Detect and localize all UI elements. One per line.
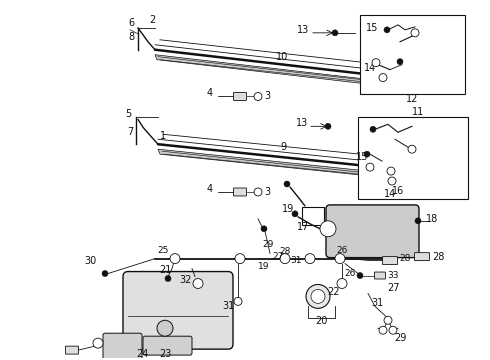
- Circle shape: [379, 73, 387, 82]
- Text: 23: 23: [159, 349, 171, 359]
- Circle shape: [254, 93, 262, 100]
- Circle shape: [384, 316, 392, 324]
- Circle shape: [357, 273, 363, 279]
- Circle shape: [389, 326, 397, 334]
- Text: 32: 32: [179, 275, 191, 285]
- Circle shape: [305, 254, 315, 264]
- Text: 31: 31: [371, 298, 383, 309]
- Circle shape: [93, 338, 103, 348]
- Text: 9: 9: [280, 142, 286, 152]
- Text: 17: 17: [297, 222, 309, 232]
- Circle shape: [387, 167, 395, 175]
- FancyBboxPatch shape: [415, 253, 430, 261]
- Circle shape: [306, 284, 330, 309]
- FancyBboxPatch shape: [374, 272, 386, 279]
- Circle shape: [397, 59, 403, 65]
- Text: 2: 2: [149, 15, 155, 25]
- Circle shape: [415, 218, 421, 224]
- Circle shape: [408, 145, 416, 153]
- Text: 33: 33: [387, 271, 399, 280]
- Text: 1: 1: [160, 131, 166, 141]
- Circle shape: [102, 271, 108, 276]
- Circle shape: [337, 279, 347, 288]
- Circle shape: [254, 188, 262, 196]
- Text: 7: 7: [127, 127, 133, 137]
- Circle shape: [325, 123, 331, 129]
- Text: 24: 24: [136, 349, 148, 359]
- Circle shape: [292, 211, 298, 217]
- Text: 3: 3: [264, 91, 270, 102]
- Text: 10: 10: [276, 52, 288, 62]
- Polygon shape: [155, 55, 372, 85]
- Circle shape: [364, 151, 370, 157]
- Text: 13: 13: [296, 118, 308, 128]
- Text: 20: 20: [315, 316, 327, 326]
- Circle shape: [411, 29, 419, 37]
- Circle shape: [384, 27, 390, 33]
- Bar: [358, 117, 468, 199]
- Circle shape: [165, 275, 171, 282]
- Text: 3: 3: [264, 187, 270, 197]
- Text: 21: 21: [159, 265, 171, 275]
- Circle shape: [320, 221, 336, 237]
- FancyBboxPatch shape: [103, 333, 142, 359]
- Text: 28: 28: [279, 247, 291, 256]
- Circle shape: [388, 177, 396, 185]
- Text: 31: 31: [222, 301, 234, 311]
- Circle shape: [261, 226, 267, 232]
- Bar: [360, 15, 465, 94]
- Text: 18: 18: [426, 214, 438, 224]
- Text: 14: 14: [384, 189, 396, 199]
- Circle shape: [372, 59, 380, 67]
- Text: 15: 15: [356, 152, 368, 162]
- Text: 8: 8: [128, 32, 134, 42]
- Circle shape: [157, 320, 173, 336]
- FancyBboxPatch shape: [234, 93, 246, 100]
- Text: 22: 22: [327, 287, 339, 297]
- Text: 28: 28: [432, 252, 444, 262]
- FancyBboxPatch shape: [66, 346, 78, 354]
- Circle shape: [234, 297, 242, 305]
- Circle shape: [193, 279, 203, 288]
- Text: 15: 15: [366, 23, 378, 33]
- Text: 6: 6: [128, 18, 134, 28]
- Text: 28: 28: [399, 254, 411, 263]
- Text: 29: 29: [262, 240, 274, 249]
- FancyBboxPatch shape: [234, 188, 246, 196]
- Text: 26: 26: [344, 269, 356, 278]
- Text: 12: 12: [406, 94, 418, 104]
- Bar: [302, 207, 324, 225]
- Text: 26: 26: [336, 246, 348, 255]
- Circle shape: [284, 181, 290, 187]
- FancyBboxPatch shape: [123, 271, 233, 349]
- Text: 29: 29: [394, 333, 406, 343]
- Circle shape: [170, 254, 180, 264]
- Text: 19: 19: [258, 262, 270, 271]
- Text: 13: 13: [297, 25, 309, 35]
- Text: 31: 31: [290, 256, 302, 265]
- FancyBboxPatch shape: [326, 205, 419, 258]
- Text: 27: 27: [387, 283, 399, 293]
- Circle shape: [366, 163, 374, 171]
- Text: 19: 19: [282, 204, 294, 214]
- Text: 16: 16: [392, 186, 404, 196]
- Text: 4: 4: [207, 89, 213, 99]
- Circle shape: [379, 326, 387, 334]
- FancyBboxPatch shape: [143, 336, 192, 355]
- Text: 14: 14: [364, 63, 376, 73]
- Circle shape: [332, 30, 338, 36]
- Circle shape: [370, 126, 376, 132]
- Circle shape: [335, 254, 345, 264]
- Text: 27: 27: [272, 252, 284, 261]
- Text: 25: 25: [157, 246, 169, 255]
- Text: 4: 4: [207, 184, 213, 194]
- Text: 5: 5: [125, 109, 131, 120]
- Circle shape: [280, 254, 290, 264]
- Circle shape: [311, 289, 325, 303]
- Text: 30: 30: [84, 256, 96, 266]
- FancyBboxPatch shape: [383, 257, 397, 265]
- Text: 11: 11: [412, 107, 424, 117]
- Circle shape: [235, 254, 245, 264]
- Polygon shape: [158, 149, 380, 177]
